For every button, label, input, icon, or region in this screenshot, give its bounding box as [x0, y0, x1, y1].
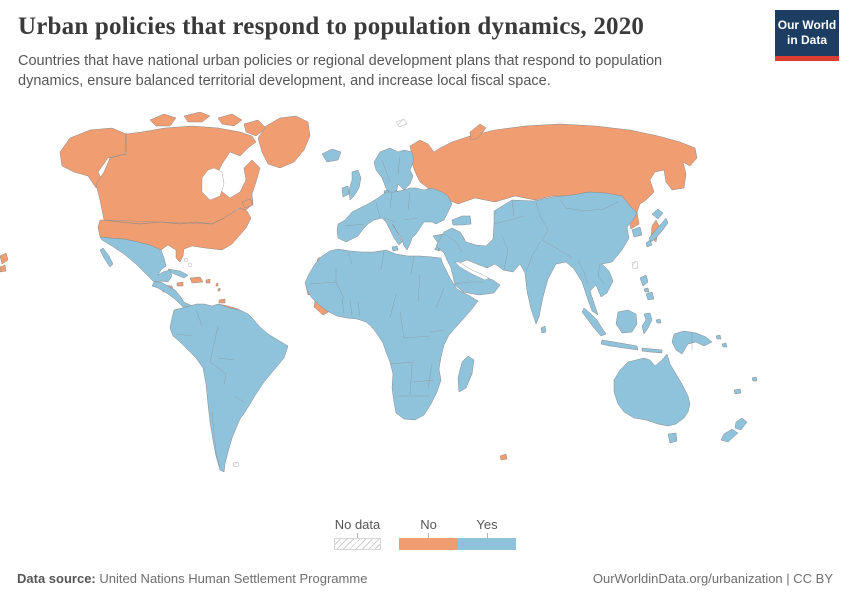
map-region-japan[interactable] — [645, 208, 669, 248]
map-region-taiwan[interactable] — [631, 260, 639, 270]
owid-logo[interactable]: Our World in Data — [775, 10, 839, 61]
legend-tick — [357, 533, 358, 538]
map-region-australia[interactable] — [613, 353, 691, 427]
legend-label-yes: Yes — [476, 517, 498, 532]
map-region-bahamas[interactable] — [183, 257, 193, 268]
map-region-alaska[interactable] — [59, 127, 127, 189]
map-region-tasmania[interactable] — [667, 432, 678, 444]
map-region-africa[interactable] — [304, 248, 479, 421]
hudson-bay — [201, 167, 225, 201]
map-region-mexico[interactable] — [99, 236, 173, 283]
map-legend: No data No Yes — [334, 518, 516, 550]
owid-logo-line2: in Data — [786, 33, 827, 47]
map-region-madagascar[interactable] — [457, 355, 475, 393]
map-region-baja-california[interactable] — [99, 247, 114, 268]
map-region-south-korea[interactable] — [631, 226, 643, 238]
legend-item-no-data[interactable]: No data — [334, 518, 381, 550]
map-region-hawaii[interactable] — [0, 252, 9, 273]
map-region-pacific-islands[interactable] — [715, 334, 758, 395]
chart-header: Urban policies that respond to populatio… — [18, 12, 760, 91]
legend-swatch-no-data[interactable] — [334, 538, 381, 550]
owid-url-link[interactable]: OurWorldinData.org/urbanization | CC BY — [592, 571, 833, 586]
map-region-russia[interactable] — [409, 123, 698, 213]
map-region-lesser-antilles[interactable] — [215, 282, 226, 304]
map-region-hispaniola[interactable] — [189, 276, 204, 284]
legend-item-no[interactable]: No — [399, 518, 458, 550]
data-source: Data source: United Nations Human Settle… — [17, 571, 367, 586]
map-region-newfoundland[interactable] — [241, 198, 254, 209]
map-region-arctic-islands[interactable] — [149, 112, 267, 137]
legend-item-yes[interactable]: Yes — [458, 518, 516, 550]
map-region-sicily[interactable] — [391, 245, 399, 252]
map-region-sri-lanka[interactable] — [540, 325, 547, 334]
data-source-label: Data source: — [17, 571, 96, 586]
map-region-scandinavia[interactable] — [373, 147, 415, 197]
map-region-europe[interactable] — [336, 187, 453, 251]
map-region-greenland[interactable] — [257, 115, 311, 169]
legend-label-no-data: No data — [334, 517, 381, 532]
map-region-jamaica[interactable] — [176, 281, 184, 287]
map-region-iceland[interactable] — [321, 148, 342, 163]
map-region-indonesia[interactable] — [581, 307, 663, 354]
map-region-south-america[interactable] — [169, 303, 289, 473]
legend-tick — [486, 533, 488, 538]
map-region-caucasus[interactable] — [451, 215, 472, 226]
chart-footer: Data source: United Nations Human Settle… — [17, 571, 833, 586]
page-title: Urban policies that respond to populatio… — [18, 13, 645, 40]
data-source-value: United Nations Human Settlement Programm… — [95, 571, 368, 586]
persian-gulf — [454, 261, 490, 281]
map-region-falkland-islands[interactable] — [232, 461, 240, 468]
legend-label-no: No — [420, 517, 437, 532]
map-region-cuba[interactable] — [167, 268, 189, 279]
map-region-puerto-rico[interactable] — [205, 278, 211, 284]
chart-subtitle: Countries that have national urban polic… — [18, 53, 663, 89]
legend-tick — [428, 533, 429, 538]
map-region-ireland[interactable] — [341, 185, 350, 198]
map-region-philippines[interactable] — [639, 274, 655, 301]
map-region-united-kingdom[interactable] — [348, 169, 362, 201]
map-region-french-southern-territories[interactable] — [499, 453, 508, 461]
map-region-svalbard[interactable] — [395, 118, 408, 128]
legend-swatch-no[interactable] — [399, 538, 458, 550]
world-map — [0, 112, 758, 473]
owid-logo-line1: Our World — [777, 18, 837, 33]
map-region-new-zealand[interactable] — [720, 417, 748, 443]
country-borders — [103, 132, 693, 469]
map-region-novaya-zemlya[interactable] — [469, 123, 487, 141]
legend-swatch-yes[interactable] — [458, 538, 516, 550]
